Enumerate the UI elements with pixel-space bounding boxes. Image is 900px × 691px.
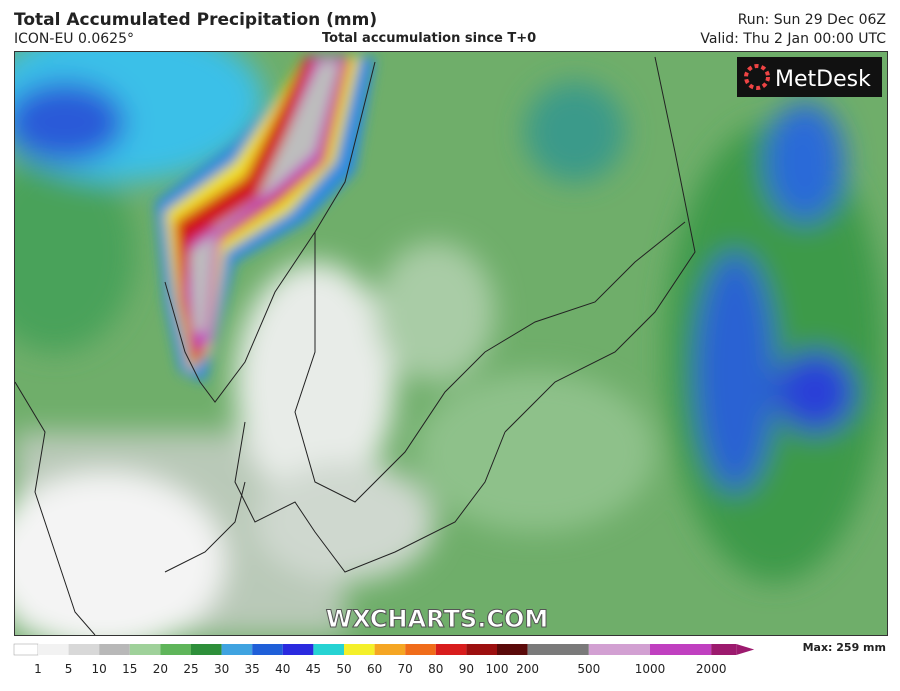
- colorbar-segment: [588, 644, 650, 655]
- colorbar-start: [13, 643, 39, 656]
- colorbar-segment: [711, 644, 737, 655]
- colorbar-segment: [282, 644, 314, 655]
- colorbar-segment: [466, 644, 497, 655]
- colorbar-segment: [344, 644, 375, 655]
- colorbar-segment: [68, 644, 100, 655]
- run-time: Run: Sun 29 Dec 06Z: [737, 12, 886, 28]
- colorbar: Max: 259 mm 1 5 10 15 20 25 30 35 40 45 50 60 70 80 90…: [13, 641, 886, 676]
- colorbar-tick-label: 15: [122, 662, 137, 676]
- colorbar-tick-label: 1: [34, 662, 42, 676]
- colorbar-segment: [374, 644, 406, 655]
- max-label: Max: 259 mm: [803, 641, 886, 654]
- coastlines: [15, 56, 696, 635]
- colorbar-tick-label: 1000: [635, 662, 666, 676]
- colorbar-segment: [527, 644, 589, 655]
- precip-field: [15, 52, 885, 635]
- colorbar-tick-label: 20: [153, 662, 168, 676]
- title: Total Accumulated Precipitation (mm): [14, 10, 378, 30]
- colorbar-tick-label: 50: [336, 662, 351, 676]
- colorbar-segment: [252, 644, 283, 655]
- colorbar-segment: [38, 644, 69, 655]
- colorbar-arrow: [736, 644, 755, 655]
- colorbar-segment: [313, 644, 344, 655]
- valid-time: Valid: Thu 2 Jan 00:00 UTC: [700, 31, 886, 47]
- colorbar-tick-label: 90: [459, 662, 474, 676]
- colorbar-segment: [191, 644, 222, 655]
- colorbar-tick-label: 35: [245, 662, 260, 676]
- subtitle: Total accumulation since T+0: [322, 31, 537, 46]
- colorbar-tick-label: 60: [367, 662, 382, 676]
- colorbar-tick-label: 45: [306, 662, 321, 676]
- map: MetDesk WXCHARTS.COM: [14, 51, 888, 636]
- colorbar-tick-label: 2000: [696, 662, 727, 676]
- colorbar-tick-label: 10: [92, 662, 107, 676]
- colorbar-tick-label: 30: [214, 662, 229, 676]
- colorbar-segment: [99, 644, 130, 655]
- colorbar-tick-label: 100: [486, 662, 509, 676]
- colorbar-segment: [650, 644, 712, 655]
- colorbar-tick-label: 40: [275, 662, 290, 676]
- colorbar-segment: [405, 644, 436, 655]
- brand: MetDesk: [775, 67, 871, 92]
- watermark: WXCHARTS.COM: [326, 605, 548, 633]
- brand-box: MetDesk: [737, 57, 882, 97]
- colorbar-tick-label: 5: [65, 662, 73, 676]
- colorbar-segment: [160, 644, 191, 655]
- norway-band: [155, 57, 375, 382]
- colorbar-tick-label: 500: [577, 662, 600, 676]
- colorbar-tick-label: 80: [428, 662, 443, 676]
- colorbar-tick-label: 70: [398, 662, 413, 676]
- colorbar-segment: [129, 644, 161, 655]
- colorbar-tick-label: 25: [183, 662, 198, 676]
- colorbar-segment: [221, 644, 253, 655]
- colorbar-segment: [497, 644, 528, 655]
- colorbar-tick-label: 200: [516, 662, 539, 676]
- model: ICON-EU 0.0625°: [14, 31, 134, 47]
- colorbar-segment: [435, 644, 467, 655]
